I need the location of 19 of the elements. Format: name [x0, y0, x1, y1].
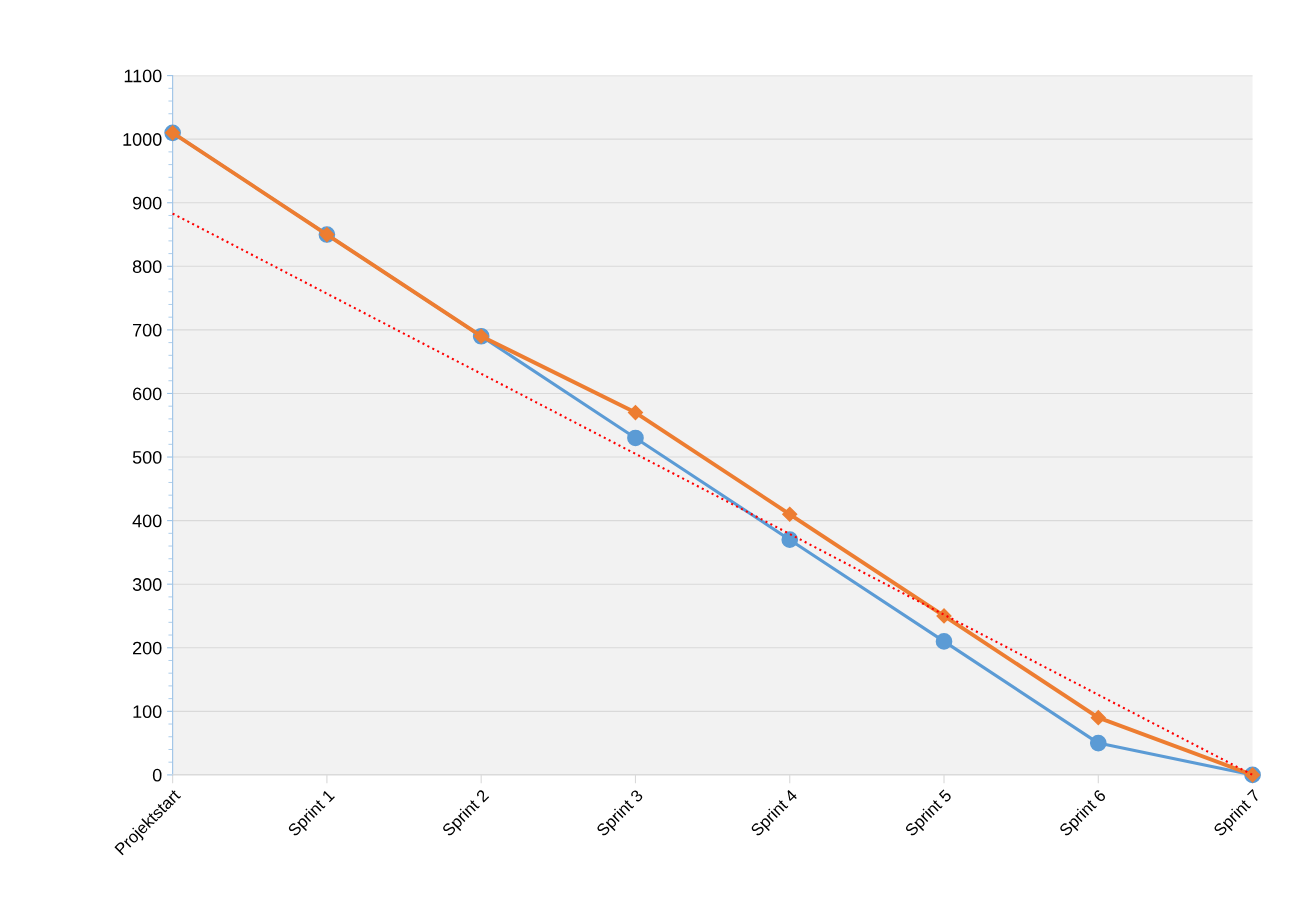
y-tick-label: 700	[133, 323, 162, 337]
y-tick-label: 600	[133, 387, 162, 401]
y-tick-label: 200	[133, 641, 162, 655]
y-tick-label: 400	[132, 514, 162, 528]
point	[1089, 734, 1107, 752]
y-tick-label: 500	[132, 450, 162, 464]
point	[935, 633, 953, 650]
point	[627, 404, 644, 421]
y-tick-label: 800	[132, 260, 162, 274]
point	[781, 531, 799, 549]
y-tick-label: 300	[132, 578, 162, 591]
y-tick-label: 1000	[123, 133, 162, 146]
y-tick-label: 100	[133, 705, 162, 719]
y-tick-label: 1100	[124, 69, 162, 83]
point	[782, 506, 798, 522]
y-tick-label: 0	[152, 768, 162, 782]
y-tick-label: 900	[132, 196, 162, 210]
point	[627, 429, 644, 447]
point	[1090, 710, 1106, 726]
